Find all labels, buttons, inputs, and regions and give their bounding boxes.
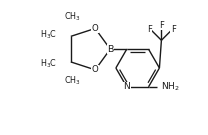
Text: CH$_3$: CH$_3$ [64,75,81,87]
Text: H$_3$C: H$_3$C [40,58,57,70]
Text: F: F [171,25,176,34]
Text: H$_3$C: H$_3$C [40,28,57,41]
Text: O: O [92,65,99,74]
Text: CH$_3$: CH$_3$ [64,11,81,23]
Text: F: F [147,25,152,34]
Text: F: F [159,21,164,30]
Text: NH$_2$: NH$_2$ [161,81,180,93]
Text: O: O [92,24,99,33]
Text: N: N [123,82,130,91]
Text: B: B [107,45,113,54]
